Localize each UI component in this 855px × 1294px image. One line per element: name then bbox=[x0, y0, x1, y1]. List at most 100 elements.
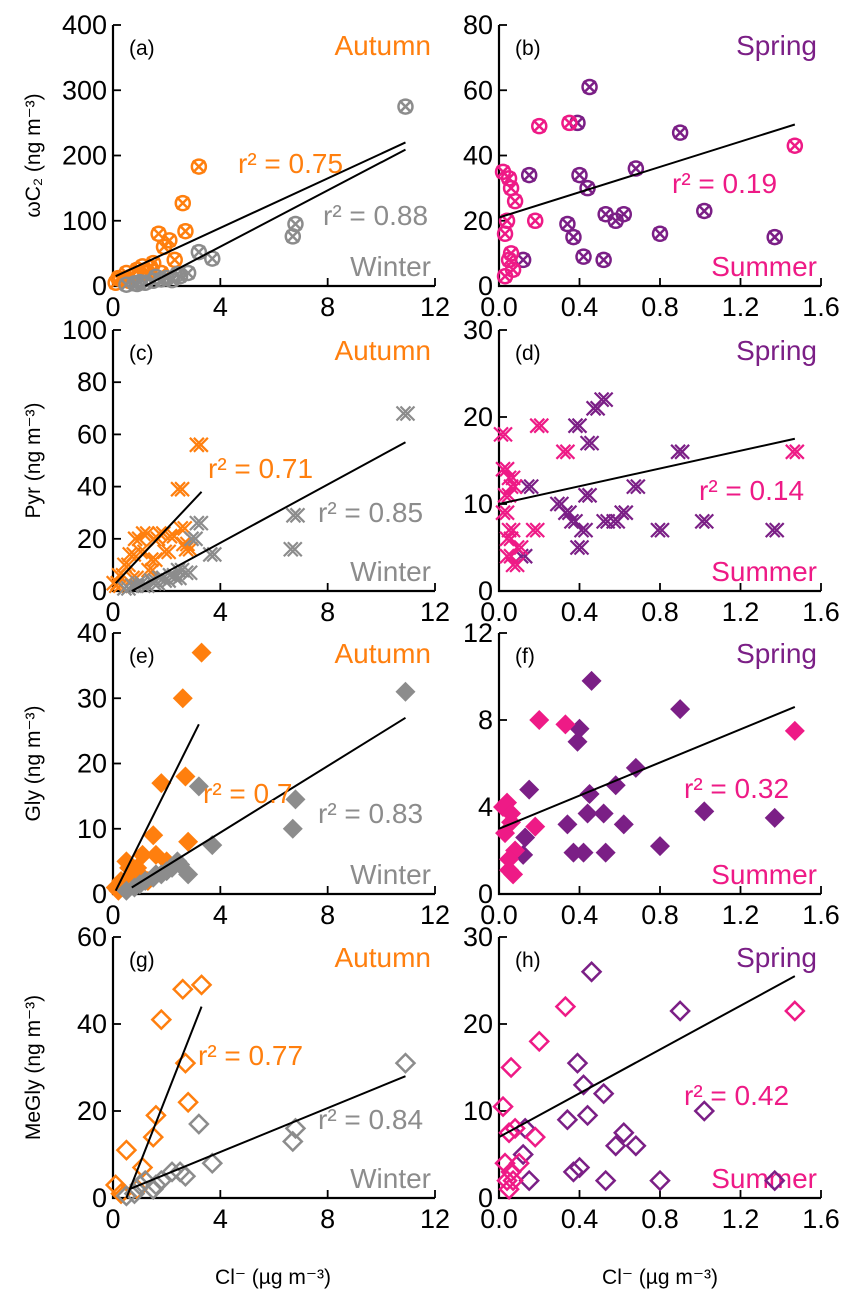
data-point-cross bbox=[616, 207, 631, 222]
x-tick-label: 0.4 bbox=[561, 900, 599, 930]
data-point-cross bbox=[178, 224, 193, 239]
data-point bbox=[285, 507, 306, 524]
data-point bbox=[499, 531, 519, 547]
y-tick-label: 0 bbox=[92, 576, 107, 606]
y-tick-label: 40 bbox=[77, 618, 107, 648]
data-point-cross bbox=[572, 168, 587, 182]
data-point-cross bbox=[653, 226, 667, 241]
data-point bbox=[613, 1121, 635, 1144]
data-point-cross bbox=[143, 260, 158, 275]
data-point bbox=[502, 1169, 524, 1192]
data-point bbox=[575, 248, 592, 265]
data-point-cross bbox=[175, 196, 190, 211]
series-summer bbox=[493, 417, 805, 573]
r2-label-summer: r² = 0.42 bbox=[684, 1080, 789, 1111]
y-tick-label: 300 bbox=[62, 75, 107, 105]
data-point bbox=[784, 720, 805, 741]
data-point bbox=[563, 513, 584, 530]
data-point bbox=[512, 1143, 534, 1166]
data-point bbox=[786, 137, 804, 154]
fit-line-winter bbox=[131, 441, 406, 592]
data-point bbox=[498, 1121, 520, 1144]
data-point bbox=[567, 417, 588, 434]
data-point bbox=[651, 225, 669, 243]
x-tick-label: 4 bbox=[213, 1204, 228, 1234]
data-point bbox=[520, 166, 538, 184]
x-tick-label: 4 bbox=[213, 597, 228, 627]
data-point bbox=[562, 1161, 585, 1183]
y-tick-label: 0 bbox=[92, 271, 107, 301]
data-point-cross bbox=[560, 217, 575, 231]
data-point bbox=[577, 487, 598, 504]
data-point bbox=[509, 539, 529, 556]
x-tick-label: 1.6 bbox=[802, 292, 840, 322]
data-point bbox=[785, 444, 805, 460]
data-point bbox=[190, 243, 208, 261]
data-point bbox=[183, 531, 204, 547]
data-point bbox=[649, 1169, 671, 1192]
data-point bbox=[566, 1052, 589, 1074]
data-point-cross bbox=[596, 253, 611, 267]
x-tick-label: 0.4 bbox=[561, 292, 599, 322]
r2-label-summer: r² = 0.32 bbox=[684, 773, 789, 804]
x-tick-label: 0.8 bbox=[641, 1204, 679, 1234]
data-point-cross bbox=[673, 125, 688, 140]
x-tick-label: 0.0 bbox=[480, 900, 518, 930]
y-tick-label: 40 bbox=[77, 1009, 107, 1039]
season-label-top: Autumn bbox=[335, 942, 432, 973]
fit-line-winter bbox=[131, 716, 407, 889]
season-label-bottom: Summer bbox=[711, 556, 817, 587]
y-tick-label: 20 bbox=[463, 402, 493, 432]
data-point bbox=[170, 481, 190, 497]
data-point bbox=[501, 803, 522, 824]
x-tick-label: 8 bbox=[320, 900, 335, 930]
panel-label: (g) bbox=[129, 949, 155, 972]
data-point bbox=[766, 228, 783, 246]
data-point bbox=[284, 1117, 307, 1140]
data-point bbox=[162, 528, 182, 544]
x-tick-label: 0.4 bbox=[561, 1204, 599, 1234]
data-point bbox=[174, 194, 192, 212]
series-spring bbox=[512, 961, 786, 1192]
series-winter bbox=[116, 681, 416, 901]
data-point bbox=[142, 1126, 165, 1148]
x-tick-label: 0.8 bbox=[641, 597, 679, 627]
data-point-cross bbox=[582, 80, 597, 94]
data-point bbox=[595, 251, 612, 269]
chart-panel-g: 0 20 40 60 0 4 8 12 (g) Autumn Winter MeGly (ng m⁻³… bbox=[22, 922, 450, 1234]
y-tick-label: 4 bbox=[478, 792, 493, 822]
data-point bbox=[171, 978, 194, 1000]
r2-label-winter: r² = 0.85 bbox=[318, 497, 423, 528]
data-point bbox=[497, 487, 517, 504]
data-point bbox=[395, 405, 416, 422]
data-point-cross bbox=[528, 213, 543, 228]
x-tick-label: 0 bbox=[105, 597, 120, 627]
y-tick-label: 0 bbox=[478, 576, 493, 606]
r2-label-autumn: r² = 0.71 bbox=[208, 453, 313, 484]
data-point bbox=[495, 504, 515, 521]
y-tick-label: 0 bbox=[92, 879, 107, 909]
fit-line-autumn bbox=[114, 491, 203, 584]
data-point bbox=[502, 245, 520, 262]
data-point bbox=[557, 504, 578, 521]
data-point-cross bbox=[130, 277, 145, 291]
x-tick-label: 1.6 bbox=[802, 900, 840, 930]
data-point-cross bbox=[191, 159, 206, 174]
panel-label: (c) bbox=[129, 342, 154, 365]
x-tick-label: 4 bbox=[213, 292, 228, 322]
y-tick-label: 10 bbox=[463, 1096, 493, 1126]
data-point bbox=[143, 551, 164, 568]
panel-label: (f) bbox=[515, 645, 535, 668]
data-point bbox=[145, 1174, 167, 1196]
axis-frame bbox=[497, 330, 821, 593]
data-point bbox=[593, 803, 614, 824]
data-point bbox=[167, 570, 188, 586]
data-point bbox=[492, 1095, 514, 1118]
data-point bbox=[693, 1100, 716, 1122]
y-tick-label: 0 bbox=[478, 1183, 493, 1213]
fit-line-spring bbox=[498, 123, 796, 219]
series-spring bbox=[513, 391, 785, 564]
data-point bbox=[529, 417, 550, 434]
fit-line-winter bbox=[128, 1075, 406, 1191]
